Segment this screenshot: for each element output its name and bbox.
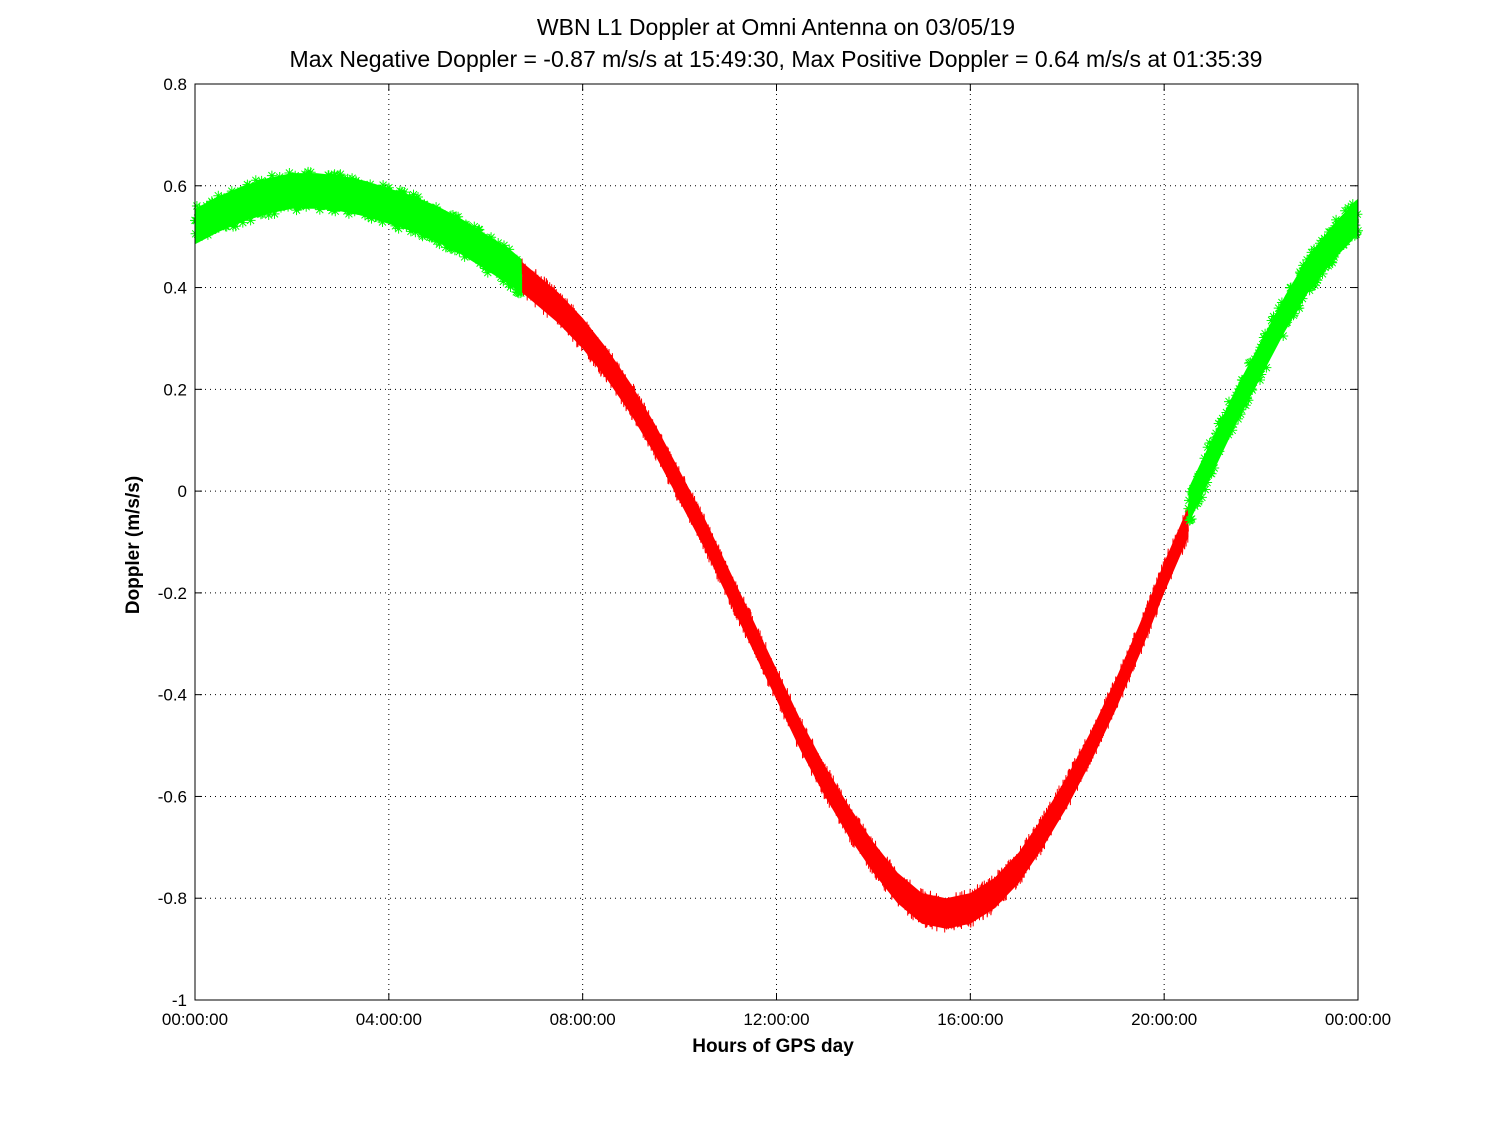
x-tick-label: 00:00:00	[1325, 1010, 1391, 1029]
y-tick-label: 0	[178, 482, 187, 501]
y-tick-label: 0.4	[163, 279, 187, 298]
x-tick-label: 08:00:00	[550, 1010, 616, 1029]
x-tick-label: 12:00:00	[743, 1010, 809, 1029]
x-axis-label: Hours of GPS day	[692, 1036, 854, 1057]
y-tick-label: -0.6	[158, 787, 187, 806]
y-tick-label: -0.4	[158, 686, 187, 705]
series-2	[521, 258, 1189, 933]
x-tick-label: 20:00:00	[1131, 1010, 1197, 1029]
x-tick-label: 16:00:00	[937, 1010, 1003, 1029]
y-tick-label: 0.8	[163, 75, 187, 94]
data-series	[190, 166, 1363, 933]
x-tick-label: 04:00:00	[356, 1010, 422, 1029]
chart-subtitle: Max Negative Doppler = -0.87 m/s/s at 15…	[290, 46, 1263, 72]
chart-title: WBN L1 Doppler at Omni Antenna on 03/05/…	[537, 14, 1015, 40]
series-3	[1183, 198, 1363, 526]
series-markers	[1183, 199, 1363, 526]
y-tick-label: -0.8	[158, 889, 187, 908]
y-tick-label: 0.2	[163, 380, 187, 399]
y-tick-label: -0.2	[158, 584, 187, 603]
y-tick-label: -1	[172, 991, 187, 1010]
series-line	[521, 258, 1189, 933]
x-tick-label: 00:00:00	[162, 1010, 228, 1029]
y-axis-label: Doppler (m/s/s)	[123, 476, 144, 614]
axis-ticks: 00:00:00 04:00:00 08:00:00 12:00:00 16:00:00…	[158, 75, 1391, 1029]
y-tick-label: 0.6	[163, 177, 187, 196]
